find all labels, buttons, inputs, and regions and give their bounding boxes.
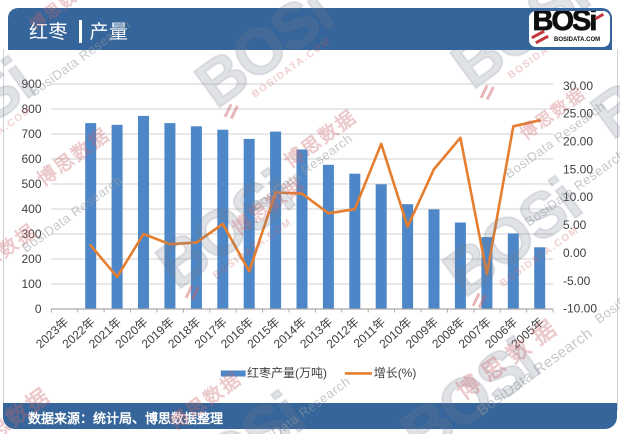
svg-text:15.00: 15.00 <box>563 162 593 176</box>
svg-text:600: 600 <box>21 152 41 166</box>
svg-text:0.00: 0.00 <box>563 246 587 260</box>
svg-text:30.00: 30.00 <box>563 79 593 93</box>
svg-text:500: 500 <box>21 177 41 191</box>
svg-text:-10.00: -10.00 <box>563 302 597 316</box>
svg-text:增长(%): 增长(%) <box>374 366 417 380</box>
svg-text:900: 900 <box>21 77 41 91</box>
svg-text:200: 200 <box>21 252 41 266</box>
svg-text:5.00: 5.00 <box>563 218 587 232</box>
svg-text:-5.00: -5.00 <box>563 274 591 288</box>
svg-text:20.00: 20.00 <box>563 135 593 149</box>
svg-text:10.00: 10.00 <box>563 190 593 204</box>
svg-text:700: 700 <box>21 127 41 141</box>
svg-text:0: 0 <box>35 302 42 316</box>
svg-text:100: 100 <box>21 277 41 291</box>
svg-text:25.00: 25.00 <box>563 107 593 121</box>
svg-text:400: 400 <box>21 202 41 216</box>
svg-text:800: 800 <box>21 102 41 116</box>
svg-text:300: 300 <box>21 227 41 241</box>
svg-text:红枣产量(万吨): 红枣产量(万吨) <box>247 365 327 380</box>
